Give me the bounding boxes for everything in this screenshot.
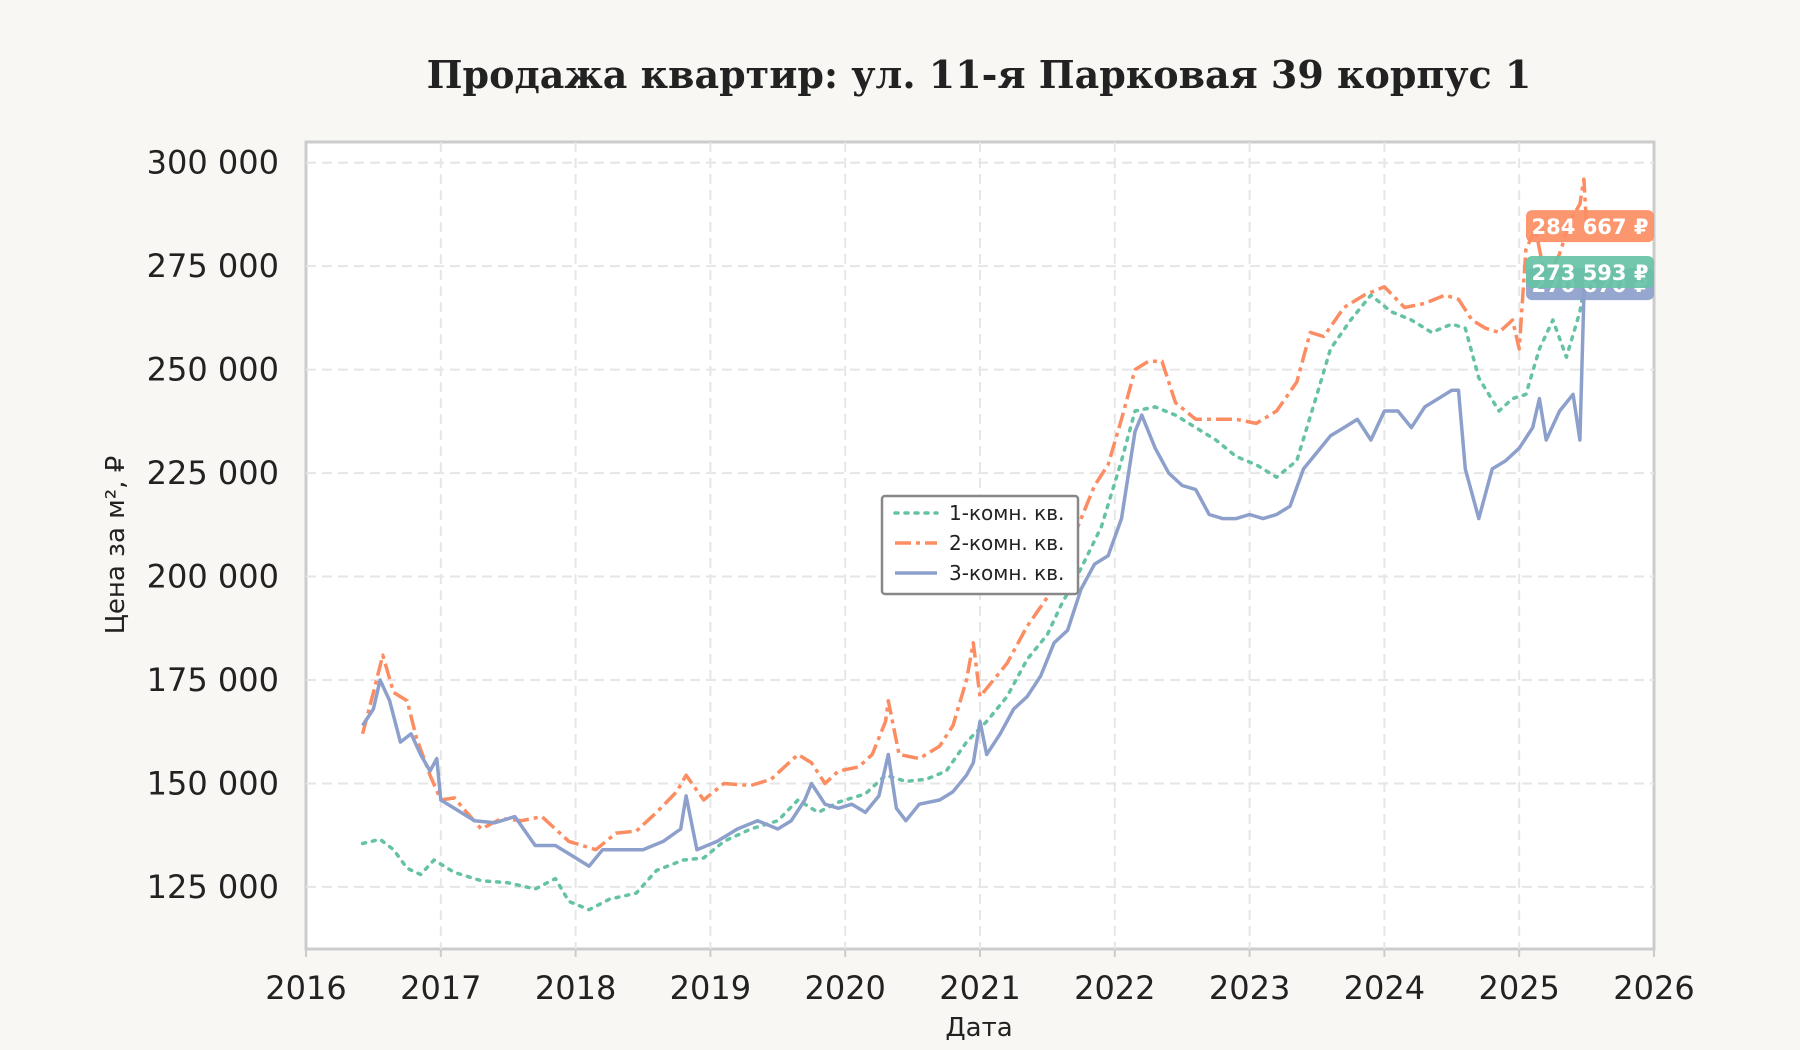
x-tick-label: 2024: [1344, 969, 1425, 1007]
legend-box: [880, 494, 1080, 596]
x-tick-label: 2016: [265, 969, 346, 1007]
x-tick-label: 2019: [670, 969, 751, 1007]
chart-title: Продажа квартир: ул. 11-я Парковая 39 ко…: [427, 52, 1532, 97]
y-tick-label: 150 000: [147, 764, 279, 802]
y-tick-label: 250 000: [147, 351, 279, 389]
y-tick-label: 125 000: [147, 868, 279, 906]
series-line-3: [361, 283, 1589, 868]
x-tick-label: 2017: [400, 969, 481, 1007]
y-tick-label: 300 000: [147, 144, 279, 182]
x-tick-label: 2020: [804, 969, 885, 1007]
y-axis-ticks: 125 000 150 000 175 000 200 000 225 000 250 0…: [147, 144, 279, 906]
end-labels: 270 670 ₽273 593 ₽284 667 ₽: [1526, 210, 1654, 301]
series-layer: [360, 177, 1589, 912]
y-tick-label: 200 000: [147, 558, 279, 596]
x-axis-ticks: 2016 2017 2018 2019 2020 2021 2022 2023 2024 2025…: [265, 949, 1695, 1007]
end-label-badge: [1526, 210, 1654, 243]
series-line-1: [360, 270, 1589, 912]
x-tick-label: 2023: [1209, 969, 1290, 1007]
series-line-2: [360, 177, 1589, 852]
y-tick-label: 275 000: [147, 247, 279, 285]
x-tick-label: 2021: [939, 969, 1020, 1007]
legend-label: 3-комн. кв.: [949, 561, 1064, 585]
x-tick-label: 2025: [1478, 969, 1559, 1007]
end-label-value: 284 667 ₽: [1532, 215, 1649, 239]
x-axis-title: Дата: [945, 1013, 1012, 1043]
legend-label: 1-комн. кв.: [949, 501, 1064, 525]
end-label-badge: [1526, 255, 1654, 288]
x-tick-label: 2026: [1613, 969, 1694, 1007]
legend-items: 1-комн. кв. 2-комн. кв. 3-комн. кв.: [893, 501, 1064, 585]
y-axis-title: Цена за м², ₽: [101, 456, 131, 635]
legend-label: 2-комн. кв.: [949, 531, 1064, 555]
grid-layer: [306, 142, 1654, 949]
y-tick-label: 225 000: [147, 454, 279, 492]
end-label-value: 273 593 ₽: [1532, 261, 1649, 285]
x-tick-label: 2018: [535, 969, 616, 1007]
legend: 1-комн. кв. 2-комн. кв. 3-комн. кв.: [880, 494, 1080, 596]
x-tick-label: 2022: [1074, 969, 1155, 1007]
y-tick-label: 175 000: [147, 661, 279, 699]
